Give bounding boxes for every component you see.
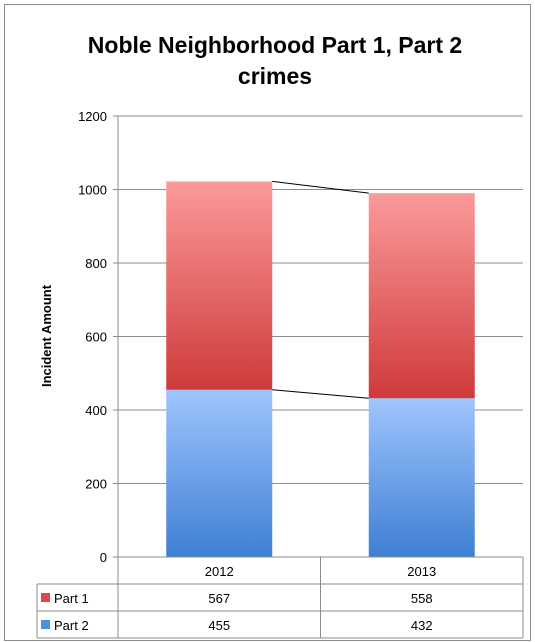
table-value: 558 xyxy=(411,591,433,606)
legend-label: Part 1 xyxy=(54,591,89,606)
x-tick-label: 2013 xyxy=(407,564,436,579)
y-tick-label: 1000 xyxy=(78,183,107,198)
y-axis-label: Incident Amount xyxy=(39,284,54,387)
series-lines xyxy=(272,180,369,399)
bar-part-2-2013 xyxy=(368,398,475,557)
bars xyxy=(166,181,475,557)
chart-title-line-1: Noble Neighborhood Part 1, Part 2 xyxy=(88,32,462,58)
series-line-part-2 xyxy=(272,389,369,399)
legend-key-part-2 xyxy=(41,620,50,629)
table-value: 432 xyxy=(411,618,433,633)
y-tick-label: 200 xyxy=(85,477,107,492)
bar-part-1-2013 xyxy=(368,193,475,399)
y-tick-label: 0 xyxy=(100,550,107,565)
y-tick-label: 400 xyxy=(85,403,107,418)
table-value: 567 xyxy=(208,591,230,606)
chart-title-line-2: crimes xyxy=(238,63,312,89)
y-tick-label: 1200 xyxy=(78,109,107,124)
bar-part-2-2012 xyxy=(166,389,273,557)
legend-label: Part 2 xyxy=(54,618,89,633)
y-tick-label: 600 xyxy=(85,330,107,345)
table-value: 455 xyxy=(208,618,230,633)
y-axis-ticks: 0 200 400 600 800 1000 1200 xyxy=(78,109,118,565)
x-tick-label: 2012 xyxy=(205,564,234,579)
y-tick-label: 800 xyxy=(85,256,107,271)
legend-key-part-1 xyxy=(41,593,50,602)
data-table: 2012 2013 Part 1 567 558 Part 2 455 432 xyxy=(36,556,524,639)
series-line-part-1 xyxy=(272,180,369,194)
bar-part-1-2012 xyxy=(166,181,273,390)
